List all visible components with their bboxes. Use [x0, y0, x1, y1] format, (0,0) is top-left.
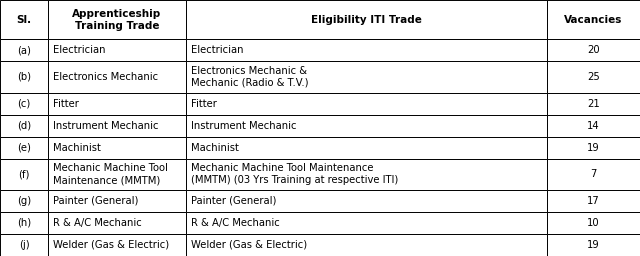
Text: Welder (Gas & Electric): Welder (Gas & Electric)	[191, 240, 307, 250]
Bar	[186, 61, 547, 92]
Bar	[547, 92, 640, 115]
Text: Painter (General): Painter (General)	[191, 196, 276, 206]
Bar	[547, 190, 640, 212]
Text: Machinist: Machinist	[53, 143, 101, 153]
Text: 19: 19	[588, 240, 600, 250]
Text: Fitter: Fitter	[191, 99, 216, 109]
Text: (b): (b)	[17, 72, 31, 82]
Text: (j): (j)	[19, 240, 29, 250]
Bar	[547, 212, 640, 234]
Text: Apprenticeship
Training Trade: Apprenticeship Training Trade	[72, 9, 161, 31]
Bar	[547, 115, 640, 137]
Bar	[48, 212, 186, 234]
Text: (d): (d)	[17, 121, 31, 131]
Bar	[547, 0, 640, 39]
Bar	[48, 39, 186, 61]
Text: Electrician: Electrician	[191, 45, 243, 55]
Text: Painter (General): Painter (General)	[53, 196, 138, 206]
Bar	[0, 159, 48, 190]
Bar	[186, 92, 547, 115]
Bar	[48, 159, 186, 190]
Bar	[0, 212, 48, 234]
Bar	[0, 61, 48, 92]
Text: Eligibility ITI Trade: Eligibility ITI Trade	[311, 15, 422, 25]
Bar	[547, 137, 640, 159]
Text: Electrician: Electrician	[53, 45, 106, 55]
Bar	[48, 190, 186, 212]
Bar	[547, 234, 640, 256]
Text: (c): (c)	[17, 99, 31, 109]
Text: (a): (a)	[17, 45, 31, 55]
Text: Mechanic Machine Tool Maintenance
(MMTM) (03 Yrs Training at respective ITI): Mechanic Machine Tool Maintenance (MMTM)…	[191, 163, 398, 185]
Text: R & A/C Mechanic: R & A/C Mechanic	[191, 218, 280, 228]
Text: Electronics Mechanic &
Mechanic (Radio & T.V.): Electronics Mechanic & Mechanic (Radio &…	[191, 66, 308, 88]
Bar	[48, 92, 186, 115]
Text: 14: 14	[588, 121, 600, 131]
Text: Electronics Mechanic: Electronics Mechanic	[53, 72, 158, 82]
Bar	[48, 0, 186, 39]
Text: Instrument Mechanic: Instrument Mechanic	[53, 121, 159, 131]
Bar	[186, 190, 547, 212]
Bar	[0, 190, 48, 212]
Text: (g): (g)	[17, 196, 31, 206]
Bar	[186, 159, 547, 190]
Text: (f): (f)	[19, 169, 29, 179]
Bar	[547, 39, 640, 61]
Text: 19: 19	[588, 143, 600, 153]
Text: 20: 20	[588, 45, 600, 55]
Bar	[48, 137, 186, 159]
Text: 25: 25	[588, 72, 600, 82]
Bar	[186, 0, 547, 39]
Bar	[48, 115, 186, 137]
Text: (h): (h)	[17, 218, 31, 228]
Text: Fitter: Fitter	[53, 99, 79, 109]
Text: Mechanic Machine Tool
Maintenance (MMTM): Mechanic Machine Tool Maintenance (MMTM)	[53, 163, 168, 185]
Bar	[547, 159, 640, 190]
Bar	[0, 234, 48, 256]
Bar	[186, 39, 547, 61]
Bar	[0, 137, 48, 159]
Text: Sl.: Sl.	[17, 15, 31, 25]
Bar	[0, 39, 48, 61]
Bar	[547, 61, 640, 92]
Bar	[0, 0, 48, 39]
Text: Welder (Gas & Electric): Welder (Gas & Electric)	[53, 240, 169, 250]
Bar	[0, 92, 48, 115]
Bar	[186, 137, 547, 159]
Bar	[48, 234, 186, 256]
Text: Vacancies: Vacancies	[564, 15, 623, 25]
Text: R & A/C Mechanic: R & A/C Mechanic	[53, 218, 142, 228]
Text: 21: 21	[588, 99, 600, 109]
Bar	[186, 115, 547, 137]
Text: (e): (e)	[17, 143, 31, 153]
Bar	[186, 212, 547, 234]
Text: 10: 10	[588, 218, 600, 228]
Text: Instrument Mechanic: Instrument Mechanic	[191, 121, 296, 131]
Bar	[0, 115, 48, 137]
Bar	[48, 61, 186, 92]
Bar	[186, 234, 547, 256]
Text: 7: 7	[591, 169, 596, 179]
Text: 17: 17	[588, 196, 600, 206]
Text: Machinist: Machinist	[191, 143, 239, 153]
